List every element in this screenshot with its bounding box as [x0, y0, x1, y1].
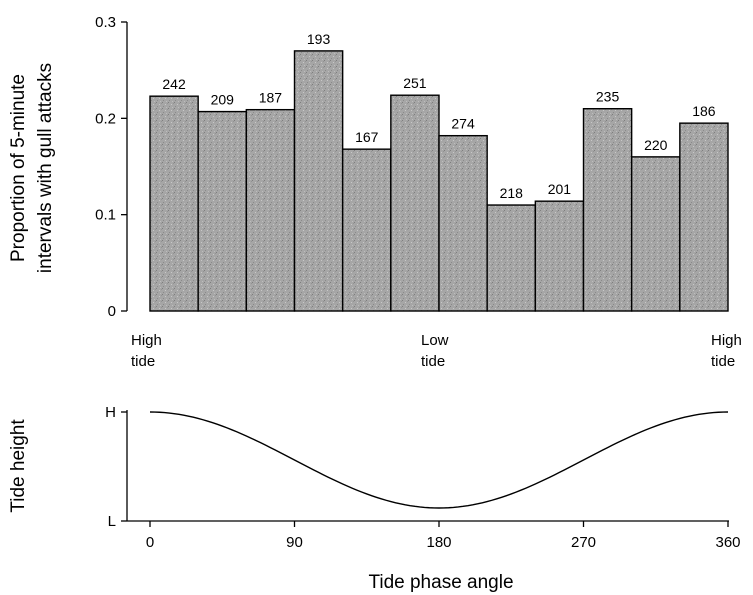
bar-12 [679, 122, 729, 312]
top-y-ticks: 0 0.1 0.2 0.3 [95, 14, 127, 320]
bar-4 [293, 50, 344, 312]
top-y-axis-title-line1: Proportion of 5-minute [8, 74, 29, 262]
tide-annotation-high-end: High tide [711, 332, 742, 370]
bar-6 [390, 94, 440, 312]
bar-2 [197, 110, 248, 312]
tide-y-tick-low: L [108, 513, 127, 530]
bar-label-9: 201 [548, 181, 572, 197]
bottom-x-axis-title: Tide phase angle [368, 572, 513, 593]
gull-attack-bar-chart: 0 0.1 0.2 0.3 242 209 187 193 167 251 274 218 201 23… [8, 14, 742, 370]
top-y-tick-label: 0.1 [95, 207, 116, 224]
tide-annotation-low-line1: Low [421, 332, 449, 349]
bar-label-3: 187 [259, 90, 283, 106]
tide-y-tick-high: H [105, 404, 127, 421]
bar-5 [341, 148, 392, 312]
tide-annotation-low-line2: tide [421, 353, 445, 370]
bar-7 [438, 134, 488, 312]
top-y-tick-label: 0 [108, 303, 116, 320]
bar-label-2: 209 [211, 92, 235, 108]
tide-height-chart: H L 0 90 180 270 360 Tide height Tide phase … [8, 404, 741, 593]
bar-9 [534, 200, 585, 312]
bar-label-10: 235 [596, 89, 620, 105]
bar-label-11: 220 [644, 137, 668, 153]
tide-curve [149, 411, 729, 509]
bar-3 [245, 108, 296, 312]
bar-label-5: 167 [355, 129, 379, 145]
tide-annotation-high-end-line1: High [711, 332, 742, 349]
bar-11 [630, 156, 681, 312]
top-y-axis-title-line2: intervals with gull attacks [35, 63, 56, 273]
bar-label-7: 274 [451, 116, 475, 132]
tide-annotation-low: Low tide [421, 332, 449, 370]
tide-x-tick-label: 0 [146, 534, 154, 551]
tide-x-tick-label: 270 [571, 534, 596, 551]
tide-annotation-high-end-line2: tide [711, 353, 735, 370]
bar-count-labels: 242 209 187 193 167 251 274 218 201 235 220 186 [162, 31, 715, 201]
bar-10 [582, 107, 633, 312]
tide-x-tick-label: 180 [426, 534, 451, 551]
tide-y-tick-label-low: L [108, 513, 116, 530]
bar-label-8: 218 [500, 185, 524, 201]
tide-annotation-high-start-line2: tide [131, 353, 155, 370]
bar-label-4: 193 [307, 31, 331, 47]
tide-annotation-high-start-line1: High [131, 332, 162, 349]
bar-label-6: 251 [403, 75, 427, 91]
bottom-y-axis-title: Tide height [8, 419, 29, 513]
tide-x-tick-label: 360 [715, 534, 740, 551]
bar-label-1: 242 [162, 76, 186, 92]
bar-label-12: 186 [692, 103, 716, 119]
tide-x-tick-label: 90 [286, 534, 303, 551]
tide-x-ticks: 0 90 180 270 360 [146, 521, 741, 551]
top-y-tick-label: 0.3 [95, 14, 116, 31]
tide-y-tick-label-high: H [105, 404, 116, 421]
bar-8 [486, 204, 537, 312]
top-y-tick-label: 0.2 [95, 110, 116, 127]
bar-1 [149, 95, 199, 312]
tide-annotation-high-start: High tide [131, 332, 162, 370]
bars [149, 50, 729, 312]
